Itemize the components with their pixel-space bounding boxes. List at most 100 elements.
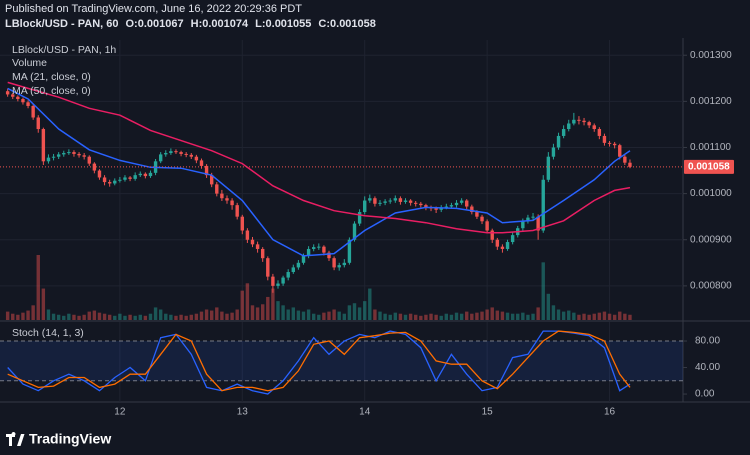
volume-bar — [158, 309, 163, 320]
volume-bar — [148, 313, 153, 320]
volume-bar — [357, 307, 362, 320]
candle-body — [82, 155, 86, 157]
candle-body — [220, 193, 224, 199]
candle-body — [403, 200, 408, 202]
volume-bar — [347, 305, 352, 320]
candle-body — [393, 198, 398, 201]
volume-bar — [82, 314, 86, 320]
candle-body — [322, 246, 326, 253]
candle-body — [556, 135, 561, 148]
y-tick-label: 0.000900 — [690, 234, 732, 245]
volume-bar — [184, 315, 188, 320]
volume-bar — [454, 312, 459, 320]
candle-body — [490, 230, 494, 240]
candle-body — [587, 122, 591, 126]
candle-body — [592, 125, 596, 130]
candle-body — [169, 151, 173, 154]
legend-symbol: LBlock/USD - PAN, 1h — [12, 44, 116, 56]
y-tick-label: 0.001300 — [690, 50, 732, 61]
candle-body — [602, 135, 607, 143]
ohlc-key: O: — [126, 18, 138, 30]
volume-bar — [393, 312, 398, 320]
volume-bar — [41, 288, 46, 320]
candle-body — [526, 217, 530, 222]
volume-bar — [296, 310, 301, 320]
symbol-line: LBlock/USD - PAN, 60 O:0.001067 H:0.001074… — [5, 18, 376, 30]
volume-bar — [439, 315, 443, 320]
volume-bar — [220, 311, 224, 320]
volume-bar — [378, 311, 382, 320]
volume-bar — [87, 311, 91, 320]
y-tick-label: 0.001000 — [690, 188, 732, 199]
candle-body — [36, 117, 40, 130]
volume-bar — [516, 313, 520, 320]
footer-brand: TradingView — [29, 431, 111, 447]
volume-bar — [582, 313, 586, 320]
volume-bar — [505, 312, 510, 320]
stoch-line — [7, 330, 631, 392]
volume-bar — [250, 305, 255, 320]
volume-bar — [592, 313, 596, 320]
candle-body — [521, 221, 525, 229]
candle-body — [551, 147, 556, 157]
candle-body — [271, 276, 275, 286]
volume-bar — [383, 313, 387, 320]
candle-body — [480, 216, 484, 222]
candle-body — [62, 153, 66, 155]
candle-body — [107, 182, 112, 184]
volume-bar — [628, 314, 632, 320]
candle-body — [607, 142, 612, 144]
candle-body — [301, 255, 306, 263]
candle-body — [612, 143, 617, 146]
last-price-box — [684, 159, 734, 174]
candle-body — [618, 145, 622, 157]
candle-body — [398, 198, 403, 202]
volume-bar — [602, 311, 607, 320]
candle-body — [266, 258, 270, 277]
footer-logo: TradingView — [6, 431, 111, 447]
candle-body — [209, 175, 214, 185]
volume-bar — [169, 314, 173, 320]
volume-bar — [465, 311, 469, 320]
candle-body — [189, 154, 193, 157]
ohlc-key: H: — [191, 18, 203, 30]
volume-bar — [102, 313, 107, 320]
volume-bar — [271, 288, 275, 320]
candle-body — [342, 262, 347, 266]
candle-body — [235, 205, 239, 217]
volume-bar — [143, 315, 148, 320]
volume-bar — [510, 313, 515, 320]
volume-bar — [230, 312, 234, 320]
volume-bar — [429, 313, 433, 320]
candle-body — [332, 258, 336, 268]
candle-body — [199, 160, 204, 166]
x-tick-label: 14 — [359, 407, 371, 418]
candle-body — [16, 96, 20, 100]
candle-body — [204, 165, 209, 176]
candle-body — [597, 129, 602, 136]
candle-body — [281, 277, 285, 284]
volume-bar — [255, 307, 260, 320]
volume-bar — [419, 315, 423, 320]
last-price-label: 0.001058 — [688, 161, 730, 172]
candle-body — [347, 239, 352, 263]
candle-body — [531, 216, 535, 218]
volume-bar — [153, 307, 158, 320]
candle-body — [51, 156, 56, 158]
volume-bar — [485, 309, 489, 320]
candle-body — [454, 202, 459, 206]
candle-body — [357, 212, 362, 224]
candle-body — [368, 198, 372, 201]
x-tick-label: 16 — [604, 407, 616, 418]
candle-body — [541, 179, 545, 231]
ohlc-value: 0.001074 — [202, 18, 249, 30]
candle-body — [250, 239, 255, 245]
volume-bar — [199, 311, 204, 320]
candle-body — [577, 119, 581, 121]
candle-body — [174, 151, 178, 153]
volume-bar — [541, 262, 545, 320]
volume-bar — [286, 309, 290, 320]
candle-body — [143, 173, 148, 177]
